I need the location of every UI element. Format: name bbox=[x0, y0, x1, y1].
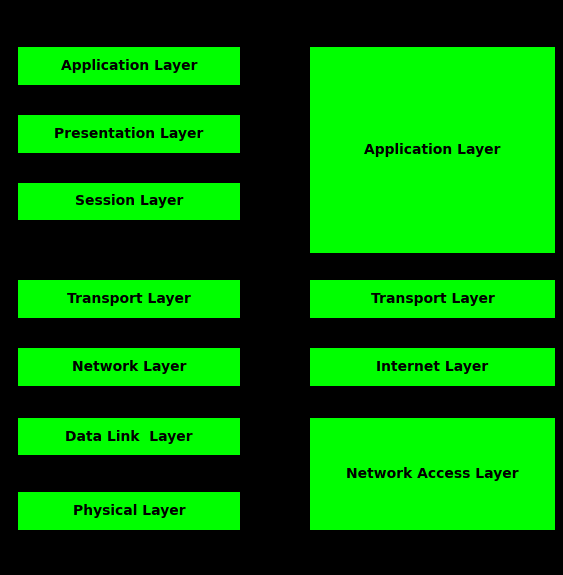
Text: Presentation Layer: Presentation Layer bbox=[54, 127, 204, 141]
Text: Network Access Layer: Network Access Layer bbox=[346, 467, 519, 481]
Bar bbox=[18, 492, 240, 530]
Text: Internet Layer: Internet Layer bbox=[377, 360, 489, 374]
Bar bbox=[18, 47, 240, 85]
Text: Network Layer: Network Layer bbox=[72, 360, 186, 374]
Text: Application Layer: Application Layer bbox=[61, 59, 197, 73]
Bar bbox=[18, 115, 240, 153]
Text: Transport Layer: Transport Layer bbox=[67, 292, 191, 306]
Text: Session Layer: Session Layer bbox=[75, 194, 183, 209]
Bar bbox=[310, 418, 555, 530]
Text: Application Layer: Application Layer bbox=[364, 143, 501, 157]
Text: Data Link  Layer: Data Link Layer bbox=[65, 430, 193, 443]
Text: Physical Layer: Physical Layer bbox=[73, 504, 185, 518]
Bar bbox=[18, 183, 240, 220]
Text: Transport Layer: Transport Layer bbox=[370, 292, 494, 306]
Bar bbox=[18, 280, 240, 318]
Bar bbox=[310, 47, 555, 253]
Bar bbox=[310, 280, 555, 318]
Bar bbox=[18, 418, 240, 455]
Bar bbox=[310, 348, 555, 386]
Bar bbox=[18, 348, 240, 386]
